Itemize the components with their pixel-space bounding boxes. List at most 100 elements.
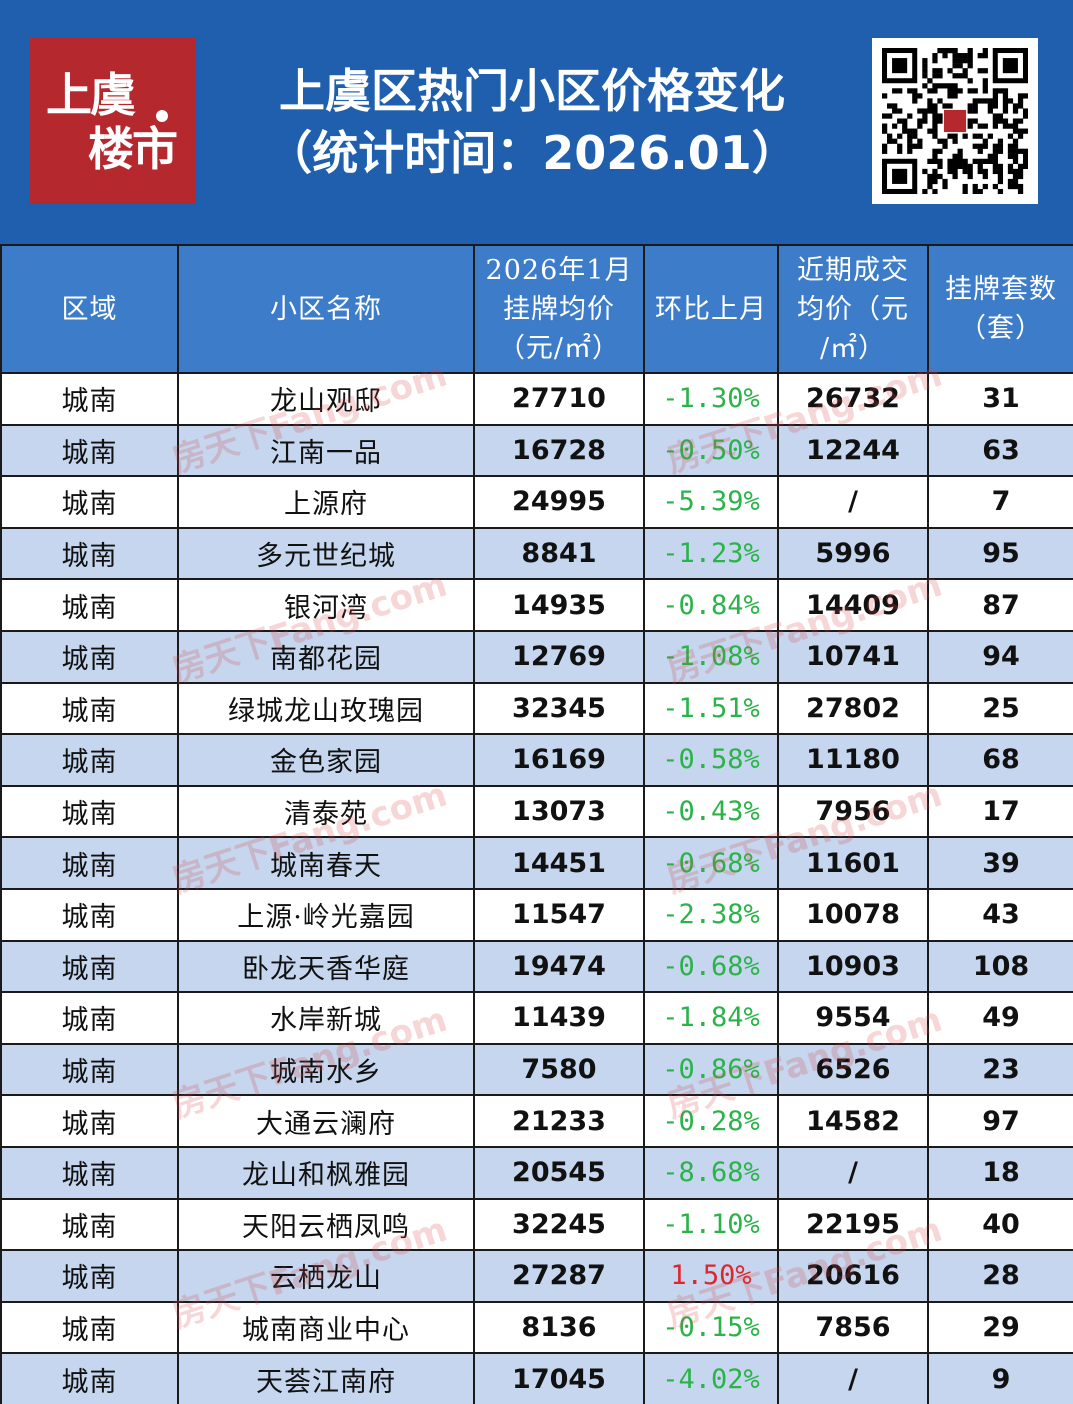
cell-deal-price: 26732 (777, 372, 929, 426)
cell-listing-count: 40 (927, 1197, 1073, 1252)
header-line: 挂牌套数 (945, 274, 1057, 305)
cell-listing-count: 97 (927, 1094, 1073, 1148)
table-row: 城南 银河湾 14935 -0.84% 14409 87 (0, 578, 1073, 632)
cell-district: 城南 (0, 1145, 179, 1200)
table-row: 城南 大通云澜府 21233 -0.28% 14582 97 (0, 1094, 1073, 1148)
cell-listing-count: 87 (927, 578, 1073, 632)
cell-listing-price: 21233 (473, 1094, 645, 1148)
cell-mom-change: -2.38% (643, 887, 779, 942)
cell-listing-count: 28 (927, 1249, 1073, 1303)
header-line: （套） (959, 313, 1043, 344)
brand-logo: 上虞 楼市 (30, 38, 196, 204)
cell-deal-price: 14582 (777, 1094, 929, 1148)
cell-listing-count: 17 (927, 784, 1073, 839)
cell-listing-price: 7580 (473, 1042, 645, 1097)
cell-district: 城南 (0, 578, 179, 632)
cell-listing-price: 14935 (473, 578, 645, 632)
cell-district: 城南 (0, 526, 179, 581)
cell-name: 龙山和枫雅园 (177, 1145, 475, 1200)
cell-listing-count: 29 (927, 1300, 1073, 1355)
header-line: 近期成交 (797, 254, 909, 286)
cell-listing-price: 13073 (473, 784, 645, 839)
logo-text-top: 上虞 (46, 68, 136, 122)
cell-district: 城南 (0, 836, 179, 890)
cell-mom-change: -1.84% (643, 991, 779, 1045)
cell-district: 城南 (0, 991, 179, 1045)
cell-deal-price: 12244 (777, 423, 929, 478)
cell-mom-change: -5.39% (643, 475, 779, 529)
cell-district: 城南 (0, 423, 179, 478)
cell-name: 龙山观邸 (177, 372, 475, 426)
table-row: 城南 城南商业中心 8136 -0.15% 7856 29 (0, 1300, 1073, 1355)
table-row: 城南 清泰苑 13073 -0.43% 7956 17 (0, 784, 1073, 839)
cell-district: 城南 (0, 629, 179, 684)
cell-mom-change: -0.50% (643, 423, 779, 478)
cell-deal-price: / (777, 1145, 929, 1200)
cell-mom-change: -0.58% (643, 733, 779, 787)
cell-name: 城南春天 (177, 836, 475, 890)
qr-code-icon (872, 38, 1038, 204)
cell-listing-count: 108 (927, 939, 1073, 994)
page-title: 上虞区热门小区价格变化 (279, 64, 785, 118)
header-mom-change: 环比上月 (643, 244, 779, 374)
cell-deal-price: 20616 (777, 1249, 929, 1303)
header-line: 2026年1月 (485, 254, 633, 286)
cell-name: 水岸新城 (177, 991, 475, 1045)
cell-listing-count: 25 (927, 681, 1073, 736)
cell-district: 城南 (0, 1197, 179, 1252)
table-row: 城南 卧龙天香华庭 19474 -0.68% 10903 108 (0, 939, 1073, 994)
header-district: 区域 (0, 244, 179, 374)
header-listing-price: 2026年1月 挂牌均价 （元/㎡） (473, 244, 645, 374)
cell-deal-price: / (777, 475, 929, 529)
table-row: 城南 上源府 24995 -5.39%/7 (0, 475, 1073, 529)
table-row: 城南 绿城龙山玫瑰园 32345 -1.51% 27802 25 (0, 681, 1073, 736)
cell-mom-change: -1.51% (643, 681, 779, 736)
table-row: 城南 天荟江南府 17045 -4.02%/9 (0, 1352, 1073, 1404)
cell-mom-change: -1.30% (643, 372, 779, 426)
cell-listing-count: 31 (927, 372, 1073, 426)
cell-listing-price: 11547 (473, 887, 645, 942)
table-row: 城南 多元世纪城 8841 -1.23% 5996 95 (0, 526, 1073, 581)
cell-listing-count: 9 (927, 1352, 1073, 1404)
cell-listing-price: 27710 (473, 372, 645, 426)
cell-mom-change: -8.68% (643, 1145, 779, 1200)
cell-mom-change: -0.86% (643, 1042, 779, 1097)
header-deal-price: 近期成交 均价（元 /㎡） (777, 244, 929, 374)
cell-mom-change: -1.08% (643, 629, 779, 684)
cell-deal-price: 27802 (777, 681, 929, 736)
cell-listing-price: 12769 (473, 629, 645, 684)
cell-name: 大通云澜府 (177, 1094, 475, 1148)
table-row: 城南 城南水乡 7580 -0.86% 6526 23 (0, 1042, 1073, 1097)
cell-mom-change: -4.02% (643, 1352, 779, 1404)
cell-deal-price: 22195 (777, 1197, 929, 1252)
logo-dot (156, 110, 168, 122)
cell-listing-count: 18 (927, 1145, 1073, 1200)
cell-name: 绿城龙山玫瑰园 (177, 681, 475, 736)
table-header-row: 区域 小区名称 2026年1月 挂牌均价 （元/㎡） 环比上月 近期成交 均价（… (0, 244, 1073, 374)
cell-name: 卧龙天香华庭 (177, 939, 475, 994)
header-banner: 上虞 楼市 上虞区热门小区价格变化 （统计时间：2026.01） (0, 0, 1073, 244)
cell-listing-price: 16728 (473, 423, 645, 478)
cell-district: 城南 (0, 887, 179, 942)
cell-listing-price: 16169 (473, 733, 645, 787)
cell-mom-change: -0.68% (643, 836, 779, 890)
cell-district: 城南 (0, 1300, 179, 1355)
cell-district: 城南 (0, 1352, 179, 1404)
cell-listing-price: 24995 (473, 475, 645, 529)
cell-deal-price: 11180 (777, 733, 929, 787)
cell-listing-price: 27287 (473, 1249, 645, 1303)
header-line: （元/㎡） (497, 332, 621, 364)
table-row: 城南 江南一品 16728 -0.50% 12244 63 (0, 423, 1073, 478)
header-listing-count: 挂牌套数 （套） (927, 244, 1073, 374)
cell-name: 天荟江南府 (177, 1352, 475, 1404)
cell-listing-price: 19474 (473, 939, 645, 994)
table-row: 城南 天阳云栖凤鸣 32245 -1.10% 22195 40 (0, 1197, 1073, 1252)
cell-name: 上源·岭光嘉园 (177, 887, 475, 942)
table-row: 城南 城南春天 14451 -0.68% 11601 39 (0, 836, 1073, 890)
cell-name: 多元世纪城 (177, 526, 475, 581)
cell-district: 城南 (0, 372, 179, 426)
cell-name: 南都花园 (177, 629, 475, 684)
cell-district: 城南 (0, 475, 179, 529)
cell-listing-count: 7 (927, 475, 1073, 529)
cell-name: 云栖龙山 (177, 1249, 475, 1303)
